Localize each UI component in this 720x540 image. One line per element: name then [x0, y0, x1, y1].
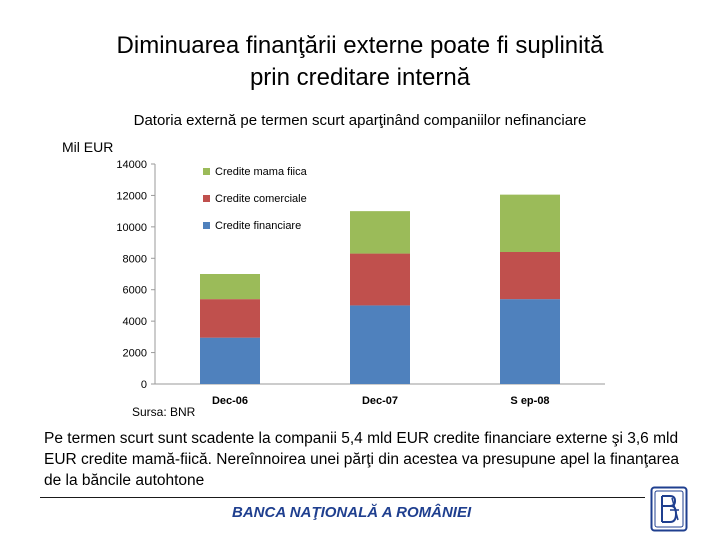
- y-tick-label: 14000: [116, 159, 147, 171]
- footer-institution: BANCA NAŢIONALĂ A ROMÂNIEI: [232, 504, 472, 521]
- stacked-bar-chart: 0 2000 4000 6000 8000 10000 12000 14000 Dec-06 De…: [116, 159, 605, 407]
- bar-segment: [500, 299, 560, 384]
- y-tick-label: 4000: [123, 316, 147, 328]
- bar-segment: [200, 274, 260, 300]
- bnr-monogram-icon: [650, 486, 688, 532]
- y-tick-label: 10000: [116, 222, 147, 234]
- source-label: Sursa: BNR: [132, 405, 196, 419]
- legend-label: Credite financiare: [215, 220, 301, 232]
- bar-segment: [500, 194, 560, 252]
- bar-segment: [500, 252, 560, 300]
- x-tick-label: Dec-06: [212, 395, 248, 407]
- y-tick-label: 6000: [123, 285, 147, 297]
- bar-segment: [200, 337, 260, 384]
- y-tick-label: 12000: [116, 190, 147, 202]
- chart-title: Datoria externă pe termen scurt aparţinâ…: [133, 112, 587, 129]
- title-line-1: Diminuarea finanţării externe poate fi s…: [116, 32, 604, 59]
- footer-divider: [40, 497, 645, 498]
- slide-title: Diminuarea finanţării externe poate fi s…: [20, 30, 700, 94]
- x-tick-label: S ep-08: [510, 395, 549, 407]
- title-line-2: prin creditare internă: [249, 64, 471, 91]
- bar-segment: [200, 299, 260, 338]
- legend-swatch: [203, 222, 210, 229]
- body-text: Pe termen scurt sunt scadente la compani…: [44, 430, 679, 489]
- bar-segment: [350, 305, 410, 384]
- legend-swatch: [203, 168, 210, 175]
- legend-swatch: [203, 195, 210, 202]
- bar-segment: [350, 211, 410, 254]
- y-tick-label: 2000: [123, 348, 147, 360]
- unit-label: Mil EUR: [62, 139, 114, 155]
- y-tick-label: 0: [141, 379, 147, 391]
- legend-label: Credite comerciale: [215, 193, 307, 205]
- legend-label: Credite mama fiica: [215, 166, 308, 178]
- y-tick-label: 8000: [123, 253, 147, 265]
- bar-segment: [350, 253, 410, 306]
- x-tick-label: Dec-07: [362, 395, 398, 407]
